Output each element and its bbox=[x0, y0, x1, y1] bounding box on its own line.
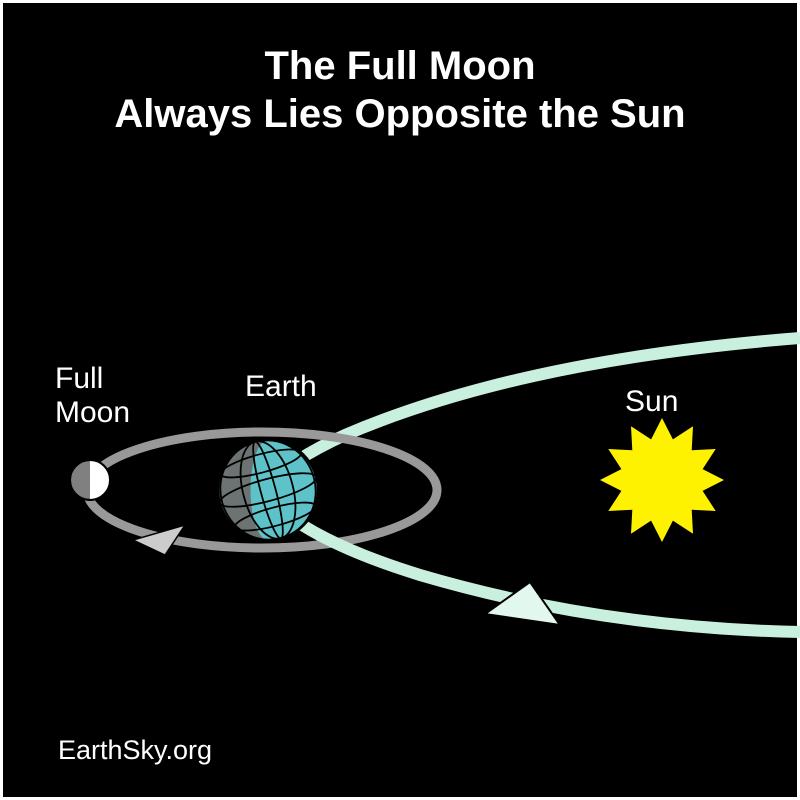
diagram-frame: The Full Moon Always Lies Opposite the S… bbox=[0, 0, 800, 800]
diagram-title: The Full Moon Always Lies Opposite the S… bbox=[0, 42, 800, 138]
earth-label: Earth bbox=[245, 370, 317, 404]
moon-icon bbox=[70, 460, 110, 500]
full-moon-label: Full Moon bbox=[55, 362, 130, 430]
sun-label: Sun bbox=[625, 385, 678, 419]
full-moon-label-line2: Moon bbox=[55, 396, 130, 429]
credit-label: EarthSky.org bbox=[58, 735, 212, 766]
title-line-2: Always Lies Opposite the Sun bbox=[114, 92, 685, 136]
title-line-1: The Full Moon bbox=[264, 44, 535, 88]
full-moon-label-line1: Full bbox=[55, 362, 103, 395]
